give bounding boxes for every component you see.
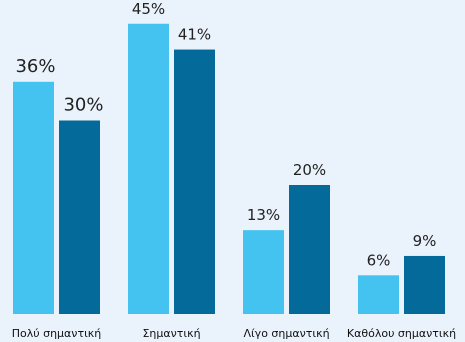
- value-label-s1-c1: 36%: [15, 56, 55, 77]
- bar-s2-c4: [404, 255, 445, 314]
- bar-s2-c3: [289, 185, 330, 314]
- value-label-s1-c3: 13%: [247, 206, 280, 224]
- category-label-1: Πολύ σημαντική: [12, 327, 102, 340]
- category-label-3: Λίγο σημαντική: [243, 327, 329, 340]
- bar-s1-c3: [243, 230, 284, 314]
- category-label-4: Καθόλου σημαντική: [347, 327, 456, 340]
- bar-s2-c2: [174, 49, 215, 315]
- value-label-s2-c2: 41%: [178, 26, 211, 44]
- value-labels-layer: 36% 30% 45% 41% 13% 20% 6% 9%: [15, 0, 436, 269]
- value-label-s1-c4: 6%: [367, 251, 391, 269]
- category-labels-layer: Πολύ σημαντική Σημαντική Λίγο σημαντική Καθ…: [12, 327, 456, 340]
- bar-s2-c1: [59, 120, 100, 314]
- value-label-s1-c2: 45%: [132, 0, 165, 18]
- bars-layer: [13, 23, 445, 315]
- value-label-s2-c1: 30%: [63, 95, 103, 116]
- bar-s1-c1: [13, 81, 54, 314]
- value-label-s2-c4: 9%: [413, 232, 437, 250]
- value-label-s2-c3: 20%: [293, 161, 326, 179]
- category-label-2: Σημαντική: [142, 327, 200, 340]
- bar-s1-c2: [128, 23, 169, 314]
- bar-s1-c4: [358, 275, 399, 314]
